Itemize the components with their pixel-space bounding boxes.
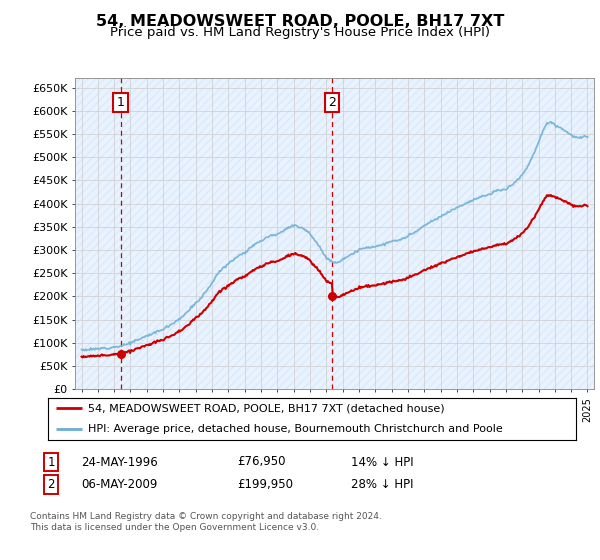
Text: 54, MEADOWSWEET ROAD, POOLE, BH17 7XT: 54, MEADOWSWEET ROAD, POOLE, BH17 7XT — [96, 14, 504, 29]
Text: 1: 1 — [47, 455, 55, 469]
Text: Price paid vs. HM Land Registry's House Price Index (HPI): Price paid vs. HM Land Registry's House … — [110, 26, 490, 39]
Text: 2: 2 — [328, 96, 336, 109]
Text: 1: 1 — [116, 96, 124, 109]
Text: 24-MAY-1996: 24-MAY-1996 — [81, 455, 158, 469]
Text: 14% ↓ HPI: 14% ↓ HPI — [351, 455, 413, 469]
Text: £199,950: £199,950 — [237, 478, 293, 491]
Text: 2: 2 — [47, 478, 55, 491]
Text: 06-MAY-2009: 06-MAY-2009 — [81, 478, 157, 491]
Text: £76,950: £76,950 — [237, 455, 286, 469]
Text: 54, MEADOWSWEET ROAD, POOLE, BH17 7XT (detached house): 54, MEADOWSWEET ROAD, POOLE, BH17 7XT (d… — [88, 403, 444, 413]
Text: 28% ↓ HPI: 28% ↓ HPI — [351, 478, 413, 491]
Text: HPI: Average price, detached house, Bournemouth Christchurch and Poole: HPI: Average price, detached house, Bour… — [88, 424, 502, 434]
Text: Contains HM Land Registry data © Crown copyright and database right 2024.
This d: Contains HM Land Registry data © Crown c… — [30, 512, 382, 532]
